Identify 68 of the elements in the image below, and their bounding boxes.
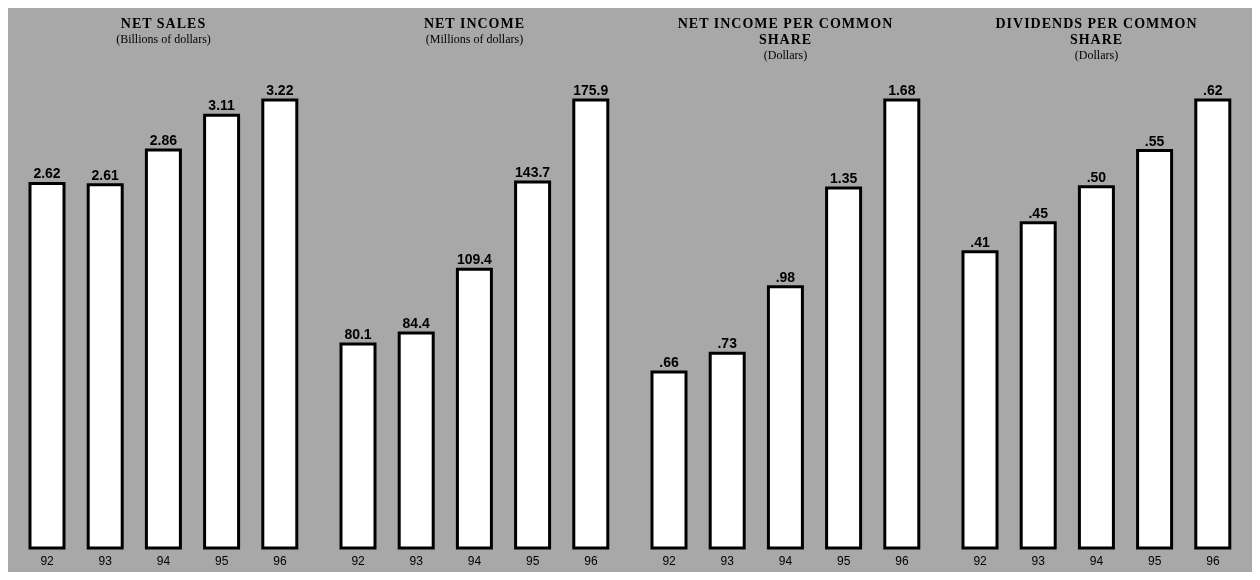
chart-title: DIVIDENDS PER COMMON SHARE [994, 16, 1199, 48]
data-label: .73 [717, 335, 738, 352]
x-tick-label: 94 [156, 553, 171, 568]
data-label: .62 [1203, 82, 1223, 98]
bar [455, 267, 493, 550]
x-tick-label: 92 [351, 553, 366, 568]
chart-subtitle: (Millions of dollars) [424, 32, 525, 47]
bar [766, 285, 804, 550]
bar [1077, 185, 1115, 550]
x-tick-label: 96 [273, 553, 287, 568]
x-tick-label: 93 [1031, 553, 1046, 568]
data-label: 80.1 [344, 325, 372, 342]
chart-title: NET SALES [119, 16, 208, 32]
chart-title: NET INCOME [422, 16, 527, 32]
chart-subtitle: (Dollars) [1073, 48, 1120, 63]
bar [572, 98, 610, 550]
bar [883, 98, 921, 550]
x-tick-label: 92 [662, 553, 677, 568]
data-label: 84.4 [402, 315, 431, 332]
bar [28, 181, 66, 550]
data-label: 143.7 [515, 164, 551, 181]
x-tick-label: 95 [1148, 553, 1162, 568]
data-label: .41 [970, 233, 990, 250]
data-label: 1.35 [829, 170, 858, 186]
bar [650, 370, 688, 550]
bar [339, 342, 377, 550]
bar [961, 250, 999, 550]
x-tick-label: 92 [40, 553, 55, 568]
x-tick-label: 95 [215, 553, 229, 568]
x-tick-label: 96 [1206, 553, 1220, 568]
bar [1019, 221, 1057, 550]
data-label: .50 [1086, 168, 1107, 185]
chart-subtitle: (Billions of dollars) [115, 32, 212, 47]
data-label: .55 [1144, 132, 1165, 149]
x-tick-label: 96 [895, 553, 909, 568]
bar [144, 148, 182, 550]
data-label: 3.22 [266, 82, 294, 98]
bar [86, 183, 124, 550]
bar [825, 186, 863, 550]
x-tick-label: 95 [837, 553, 851, 568]
bar [261, 98, 299, 550]
data-label: 2.61 [91, 166, 120, 183]
x-tick-label: 93 [720, 553, 735, 568]
data-label: 175.9 [573, 82, 609, 98]
data-label: 109.4 [456, 251, 493, 268]
chart-subtitle: (Dollars) [762, 48, 809, 63]
chart-title: NET INCOME PER COMMON SHARE [676, 16, 895, 48]
data-label: 3.11 [208, 97, 236, 114]
data-label: 2.86 [149, 132, 178, 149]
x-tick-label: 95 [526, 553, 540, 568]
x-tick-label: 93 [98, 553, 113, 568]
data-label: .45 [1028, 204, 1049, 221]
bar [708, 351, 746, 550]
bar [1136, 149, 1174, 550]
x-tick-label: 96 [584, 553, 598, 568]
data-label: 2.62 [33, 165, 61, 182]
x-tick-label: 93 [409, 553, 424, 568]
x-tick-label: 94 [467, 553, 482, 568]
bar [1194, 98, 1232, 550]
data-label: 1.68 [888, 82, 916, 98]
x-tick-label: 94 [778, 553, 793, 568]
data-label: .66 [659, 354, 679, 370]
bar [203, 113, 241, 550]
x-tick-label: 94 [1089, 553, 1104, 568]
bar [514, 180, 552, 550]
data-label: .98 [775, 268, 796, 285]
x-tick-label: 92 [973, 553, 988, 568]
bar [397, 331, 435, 550]
